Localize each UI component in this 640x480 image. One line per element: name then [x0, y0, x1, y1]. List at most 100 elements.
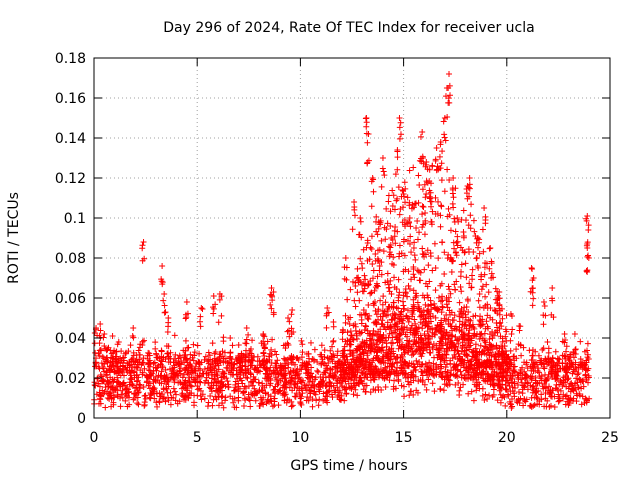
data-point: [223, 375, 230, 382]
data-point: [222, 397, 229, 404]
data-point: [465, 359, 472, 366]
data-point: [251, 385, 258, 392]
data-point: [564, 376, 571, 383]
data-point: [97, 327, 104, 334]
data-point: [352, 386, 359, 393]
data-point: [432, 287, 439, 294]
data-point: [306, 386, 313, 393]
data-point: [111, 347, 118, 354]
data-point: [286, 370, 293, 377]
data-point: [370, 386, 377, 393]
data-point: [486, 373, 493, 380]
data-point: [269, 336, 276, 343]
data-point: [261, 341, 268, 348]
data-point: [422, 209, 429, 216]
data-point: [154, 376, 161, 383]
data-point: [146, 350, 153, 357]
data-point: [115, 359, 122, 366]
data-point: [412, 256, 419, 263]
data-point: [372, 284, 379, 291]
data-point: [360, 280, 367, 287]
data-point: [507, 356, 514, 363]
data-point: [152, 364, 159, 371]
data-point: [431, 300, 438, 307]
data-point: [461, 319, 468, 326]
data-point: [378, 183, 385, 190]
data-point: [472, 341, 479, 348]
data-point: [406, 215, 413, 221]
data-point: [499, 338, 506, 345]
data-point: [462, 217, 469, 224]
data-point: [343, 384, 350, 391]
data-point: [314, 358, 321, 365]
data-point: [177, 370, 184, 377]
data-point: [167, 359, 174, 366]
data-point: [544, 397, 551, 404]
data-point: [305, 397, 312, 404]
data-point: [153, 367, 160, 374]
data-point: [408, 249, 415, 256]
data-point: [201, 395, 208, 402]
data-point: [582, 395, 589, 402]
data-point: [510, 363, 517, 370]
data-point: [440, 118, 447, 125]
data-point: [455, 218, 462, 225]
data-point: [194, 383, 201, 390]
data-point: [108, 395, 115, 402]
data-point: [199, 305, 206, 312]
data-point: [476, 304, 483, 311]
data-point: [152, 373, 159, 380]
data-point: [476, 321, 483, 328]
data-point: [425, 294, 432, 301]
data-point: [172, 357, 179, 364]
data-point: [457, 384, 464, 391]
data-point: [470, 324, 477, 331]
data-point: [528, 394, 535, 401]
data-point: [444, 166, 451, 173]
data-point: [101, 343, 108, 350]
data-point: [289, 402, 296, 409]
data-point: [150, 386, 157, 393]
data-point: [235, 388, 242, 395]
data-point: [375, 225, 382, 232]
data-point: [135, 347, 142, 354]
data-point: [215, 394, 222, 401]
data-point: [401, 358, 408, 365]
data-point: [448, 332, 455, 339]
data-point: [404, 362, 411, 369]
data-point: [448, 367, 455, 374]
data-point: [425, 376, 432, 383]
data-point: [570, 395, 577, 402]
data-point: [92, 349, 99, 356]
data-point: [365, 302, 372, 309]
data-point: [584, 367, 591, 374]
data-point: [388, 291, 395, 298]
data-point: [343, 390, 350, 397]
data-point: [523, 359, 530, 366]
data-point: [237, 359, 244, 366]
data-point: [362, 364, 369, 371]
data-point: [344, 358, 351, 365]
data-point: [179, 374, 186, 381]
data-point: [499, 359, 506, 366]
data-point: [311, 346, 318, 353]
data-point: [156, 355, 163, 362]
data-point: [353, 374, 360, 381]
data-point: [354, 392, 361, 399]
data-point: [135, 401, 142, 408]
data-point: [413, 225, 420, 232]
data-point: [245, 391, 252, 398]
data-point: [271, 348, 278, 355]
data-point: [466, 193, 473, 200]
data-point: [368, 344, 375, 351]
data-point: [401, 323, 408, 330]
data-point: [411, 239, 418, 246]
data-point: [165, 353, 172, 360]
data-point: [152, 345, 159, 352]
data-point: [474, 244, 481, 251]
data-point: [497, 383, 504, 390]
data-point: [218, 293, 225, 300]
y-tick-label: 0: [77, 411, 86, 427]
data-point: [584, 340, 591, 347]
data-point: [199, 391, 206, 398]
